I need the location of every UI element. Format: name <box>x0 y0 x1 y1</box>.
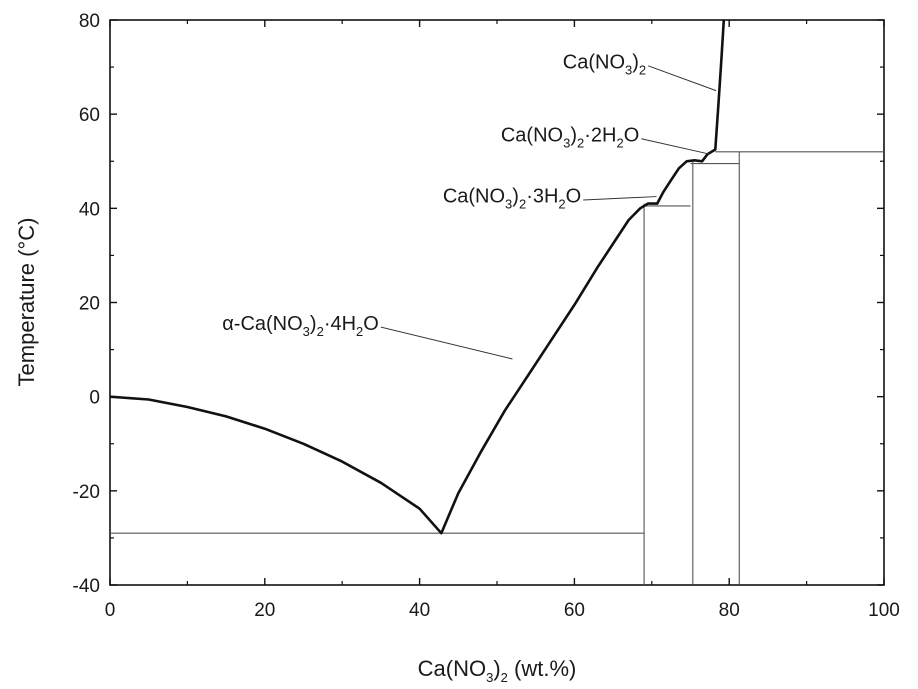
x-tick-label: 20 <box>254 600 275 621</box>
y-tick-label: 60 <box>79 105 100 126</box>
x-tick-label: 40 <box>409 600 430 621</box>
phase-annotations: α-Ca(NO3)2·4H2OCa(NO3)2·3H2OCa(NO3)2·2H2… <box>222 51 646 338</box>
x-axis-title-tail: (wt.%) <box>508 656 576 681</box>
phase-label-0-part-3: 2 <box>317 324 324 339</box>
phase-label-3-part-0: Ca(NO <box>563 51 625 73</box>
annotation-leader-2 <box>641 138 710 155</box>
phase-label-1-part-1: 3 <box>505 197 512 212</box>
plot-frame <box>109 19 885 586</box>
x-axis-title-sub-3: 3 <box>486 670 493 685</box>
phase-label-0-part-2: ) <box>310 313 317 335</box>
phase-label-1-part-2: ) <box>512 186 519 208</box>
phase-label-2-part-0: Ca(NO <box>501 124 563 146</box>
phase-label-0-part-4: ·4H <box>324 313 356 335</box>
x-axis-title: Ca(NO3)2 (wt.%) <box>418 656 577 685</box>
y-tick-label: 0 <box>89 388 100 409</box>
y-tick-label: 20 <box>79 294 100 315</box>
phase-label-2-part-4: ·2H <box>584 124 616 146</box>
liquidus-curve <box>109 19 726 535</box>
phase-label-0-part-6: O <box>363 313 379 335</box>
phase-label-2-part-3: 2 <box>577 135 584 150</box>
phase-label-3: Ca(NO3)2 <box>563 51 646 77</box>
phase-label-2-part-2: ) <box>570 124 577 146</box>
phase-label-0-part-0: α-Ca(NO <box>222 313 302 335</box>
phase-label-1-part-4: ·3H <box>526 186 558 208</box>
phase-label-3-part-2: ) <box>632 51 639 73</box>
y-tick-label: -40 <box>73 576 100 597</box>
phase-label-0: α-Ca(NO3)2·4H2O <box>222 313 379 339</box>
y-tick-label: 40 <box>79 199 100 220</box>
phase-label-1-part-3: 2 <box>519 197 526 212</box>
phase-label-1-part-6: O <box>566 186 582 208</box>
phase-label-0-part-1: 3 <box>303 324 310 339</box>
phase-label-2: Ca(NO3)2·2H2O <box>501 124 639 150</box>
annotation-leaders <box>380 65 717 360</box>
phase-label-2-part-5: 2 <box>616 135 623 150</box>
solid-phase-verticals <box>643 151 740 585</box>
y-tick-label: 80 <box>79 11 100 32</box>
phase-label-2-part-6: O <box>624 124 640 146</box>
annotation-leader-0 <box>380 326 513 360</box>
annotation-leader-1 <box>583 196 657 201</box>
y-axis-title: Temperature (°C) <box>14 218 39 387</box>
y-tick-label: -20 <box>73 482 100 503</box>
y-axis-ticks: -40 -20 0 20 40 60 80 <box>73 11 884 597</box>
x-axis-title-post: ) <box>493 656 500 681</box>
x-tick-label: 60 <box>564 600 585 621</box>
phase-label-3-part-3: 2 <box>639 62 646 77</box>
annotation-leader-3 <box>647 65 717 92</box>
x-tick-label: 100 <box>868 600 900 621</box>
phase-label-2-part-1: 3 <box>563 135 570 150</box>
phase-label-1-part-0: Ca(NO <box>443 186 505 208</box>
x-axis-title-pre: Ca(NO <box>418 656 486 681</box>
phase-label-0-part-5: 2 <box>356 324 363 339</box>
phase-label-1-part-5: 2 <box>558 197 565 212</box>
x-tick-label: 0 <box>105 600 116 621</box>
x-axis-ticks: 0 20 40 60 80 100 <box>105 20 900 621</box>
x-axis-title-sub-2: 2 <box>501 670 508 685</box>
phase-label-1: Ca(NO3)2·3H2O <box>443 186 581 212</box>
phase-label-3-part-1: 3 <box>625 62 632 77</box>
isotherm-lines <box>110 151 884 534</box>
x-tick-label: 80 <box>719 600 740 621</box>
